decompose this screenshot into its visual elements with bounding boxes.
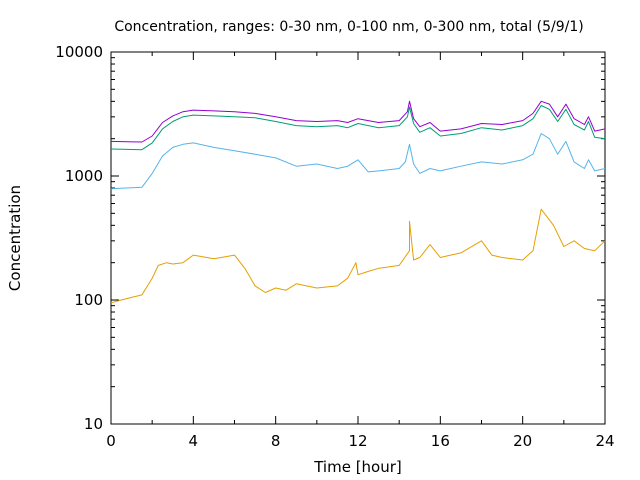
y-tick-label: 10000 (55, 43, 103, 61)
series-layer (110, 100, 606, 304)
x-tick-label: 0 (106, 432, 116, 450)
x-axis: 0 4 8 12 16 20 24 (106, 52, 615, 450)
x-tick-label: 16 (431, 432, 450, 450)
y-tick-label: 100 (74, 291, 103, 309)
series-line-2 (110, 105, 606, 151)
y-tick-label: 1000 (65, 167, 103, 185)
series-line-4 (110, 208, 606, 304)
series-line-3 (110, 133, 606, 190)
x-tick-label: 24 (595, 432, 614, 450)
x-tick-label: 4 (189, 432, 199, 450)
plot-frame (110, 51, 606, 425)
chart-title: Concentration, ranges: 0-30 nm, 0-100 nm… (114, 19, 583, 35)
x-tick-label: 20 (513, 432, 532, 450)
y-axis: 10 100 1000 10000 (55, 43, 605, 433)
x-tick-label: 8 (271, 432, 281, 450)
y-tick-label: 10 (84, 415, 103, 433)
y-axis-label: Concentration (6, 185, 24, 291)
x-tick-label: 12 (348, 432, 367, 450)
series-line-1 (110, 100, 606, 143)
x-axis-label: Time [hour] (313, 458, 402, 476)
